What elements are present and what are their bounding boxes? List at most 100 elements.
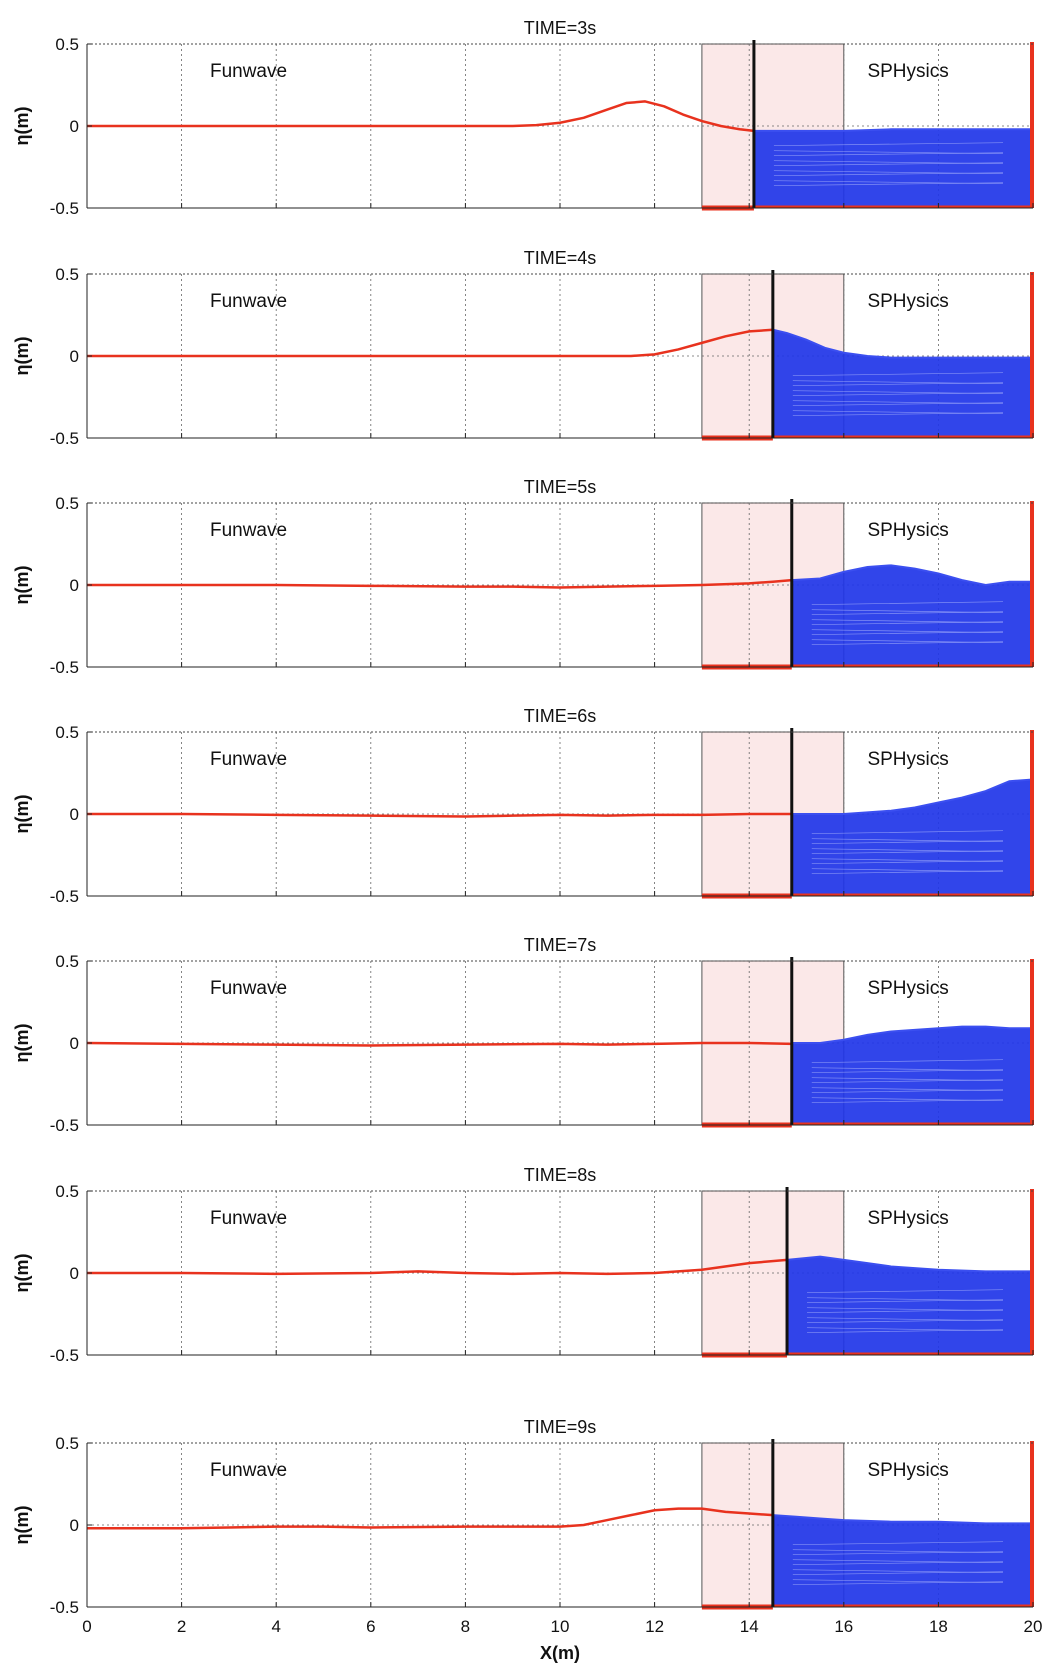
particle-stripe [811,1069,1004,1074]
particle-stripe [811,850,1004,855]
funwave-line [87,328,773,358]
x-tick-label: 16 [834,1617,853,1636]
particle-stripe [773,172,1004,177]
y-tick-label: 0 [70,805,79,824]
label-sphysics: SPHysics [867,978,948,999]
particle-stripe [811,631,1004,636]
particle-stripe [811,621,1004,626]
particle-stripe [792,1551,1004,1556]
particle-stripe [807,1329,1004,1334]
funwave-line [87,578,792,589]
particle-stripe [773,162,1004,167]
x-tick-label: 18 [929,1617,948,1636]
x-tick-label: 6 [366,1617,375,1636]
label-funwave: Funwave [210,520,287,541]
x-tick-label: 12 [645,1617,664,1636]
particle-stripe [792,382,1004,387]
x-tick-label: 0 [82,1617,91,1636]
panel-2: 0.5 0 -0.5 TIME=4s Funwave SPHysics η(m) [12,248,1034,448]
funwave-line [87,1258,788,1276]
particle-stripe [811,611,1004,616]
panel-1: 0.5 0 -0.5 TIME=3s Funwave SPHysics η(m) [12,18,1034,218]
label-funwave: Funwave [210,1460,287,1481]
particle-stripe [811,1059,1004,1064]
x-tick-label: 8 [461,1617,470,1636]
y-tick-label: 0.5 [55,952,79,971]
y-tick-label: 0.5 [55,494,79,513]
panel-title: TIME=3s [524,18,597,38]
particle-stripe [811,830,1004,835]
sph-particles [791,779,1033,896]
y-tick-label: 0.5 [55,35,79,54]
panel-5: 0.5 0 -0.5 TIME=7s Funwave SPHysics η(m) [12,935,1034,1135]
sph-surface [791,564,1033,587]
y-tick-label: 0.5 [55,265,79,284]
x-tick-label: 10 [551,1617,570,1636]
sph-particles [791,565,1033,667]
y-tick-label: -0.5 [50,1346,79,1365]
particle-stripe [807,1309,1004,1314]
particle-stripe [792,372,1004,377]
sph-particles [753,129,1033,208]
y-tick-label: -0.5 [50,429,79,448]
sph-surface [791,778,1034,815]
x-tick-label: 14 [740,1617,759,1636]
y-axis-label: η(m) [12,337,32,376]
particle-stripe [773,182,1004,187]
y-tick-label: -0.5 [50,1598,79,1617]
y-axis-label: η(m) [12,1254,32,1293]
panel-title: TIME=9s [524,1417,597,1437]
y-tick-label: 0 [70,1264,79,1283]
y-tick-label: -0.5 [50,887,79,906]
label-sphysics: SPHysics [867,291,948,312]
x-axis-label: X(m) [540,1643,580,1663]
y-axis-label: η(m) [12,1024,32,1063]
y-tick-label: 0.5 [55,1182,79,1201]
panel-title: TIME=6s [524,706,597,726]
label-funwave: Funwave [210,978,287,999]
x-tick-label: 4 [271,1617,280,1636]
panel-6: 0.5 0 -0.5 TIME=8s Funwave SPHysics η(m) [12,1165,1034,1365]
panel-title: TIME=4s [524,248,597,268]
particle-stripe [807,1319,1004,1324]
particle-stripe [811,840,1004,845]
label-sphysics: SPHysics [867,1460,948,1481]
panel-title: TIME=8s [524,1165,597,1185]
y-axis-label: η(m) [12,1506,32,1545]
particle-stripe [811,1089,1004,1094]
particle-stripe [792,1561,1004,1566]
sph-surface [772,328,1033,359]
label-funwave: Funwave [210,291,287,312]
y-tick-label: -0.5 [50,199,79,218]
funwave-line [87,1507,773,1530]
particle-stripe [773,152,1004,157]
sph-surface [753,128,1033,132]
panel-title: TIME=7s [524,935,597,955]
particle-stripe [792,1571,1004,1576]
particle-stripe [811,860,1004,865]
label-sphysics: SPHysics [867,1208,948,1229]
y-tick-label: 0.5 [55,723,79,742]
particle-stripe [807,1289,1004,1294]
y-tick-label: 0 [70,1034,79,1053]
label-funwave: Funwave [210,1208,287,1229]
y-axis-label: η(m) [12,107,32,146]
y-axis-label: η(m) [12,795,32,834]
particle-stripe [811,870,1004,875]
particle-stripe [807,1299,1004,1304]
y-tick-label: -0.5 [50,658,79,677]
label-sphysics: SPHysics [867,749,948,770]
label-funwave: Funwave [210,749,287,770]
y-axis-label: η(m) [12,566,32,605]
funwave-line [86,1041,792,1047]
funwave-line [87,812,792,818]
panel-3: 0.5 0 -0.5 TIME=5s Funwave SPHysics η(m) [12,477,1034,677]
sph-surface [772,1514,1033,1525]
particle-stripe [792,412,1004,417]
sph-surface [791,1025,1033,1044]
panel-title: TIME=5s [524,477,597,497]
y-tick-label: 0 [70,117,79,136]
particle-stripe [792,1541,1004,1546]
label-sphysics: SPHysics [867,520,948,541]
